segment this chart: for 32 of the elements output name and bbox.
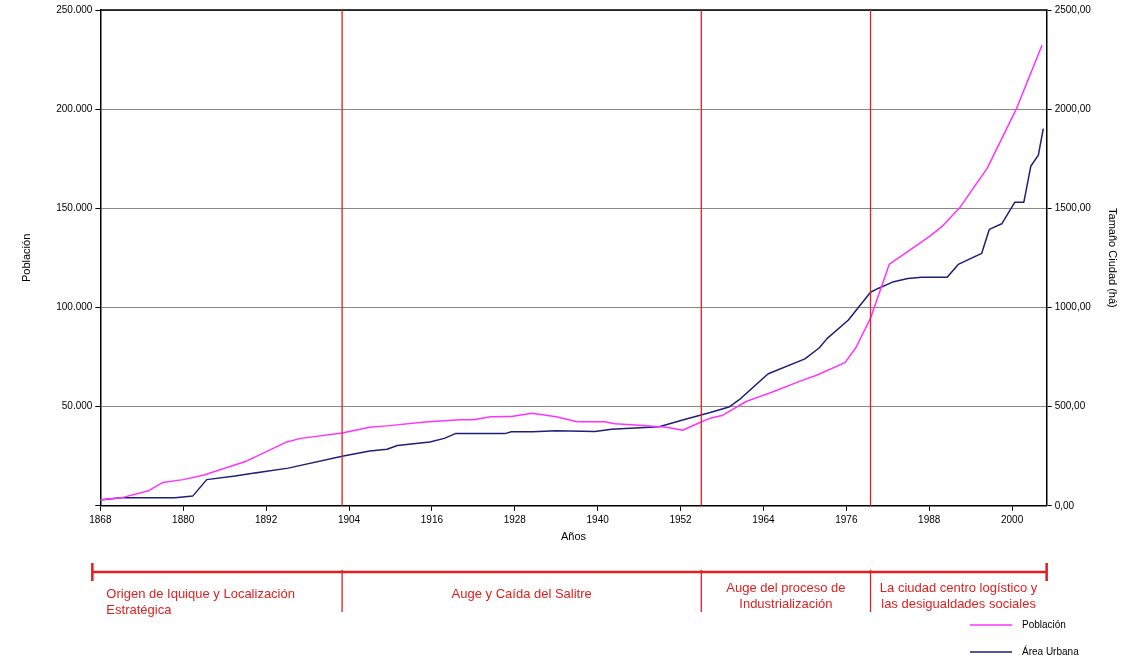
text: Auge del proceso de Industrialización bbox=[726, 580, 846, 611]
text: Origen de Iquique y Localización Estratégica bbox=[106, 586, 295, 617]
y2-tick-label: 2000,00 bbox=[1054, 102, 1092, 114]
x-tick-label: 1904 bbox=[337, 513, 361, 525]
x-tick-label: 1892 bbox=[255, 513, 278, 525]
x-tick-label: 1988 bbox=[918, 513, 941, 525]
x-tick-label: 1964 bbox=[752, 513, 776, 525]
legend-label: Área Urbana bbox=[1022, 645, 1080, 656]
text: La ciudad centro logístico y las desigualdades sociales bbox=[879, 580, 1038, 611]
y2-tick-label: 2500,00 bbox=[1054, 3, 1092, 15]
x-axis-title: Años bbox=[560, 530, 587, 543]
x-tick-label: 1880 bbox=[172, 513, 195, 525]
x-tick-label: 1868 bbox=[89, 513, 112, 525]
y-tick-label: 200.000 bbox=[56, 102, 93, 114]
y-tick-label: 250.000 bbox=[56, 3, 93, 15]
y2-tick-label: 1000,00 bbox=[1054, 301, 1092, 313]
x-tick-label: 2000 bbox=[1000, 513, 1024, 525]
y-tick-label: 150.000 bbox=[56, 202, 93, 214]
y-tick-label: 50.000 bbox=[61, 400, 93, 412]
x-tick-label: 1940 bbox=[586, 513, 610, 525]
y2-tick-label: 500,00 bbox=[1054, 400, 1086, 412]
text: Auge y Caída del Salitre bbox=[451, 586, 592, 601]
y-axis-title: Población bbox=[19, 233, 32, 283]
y-tick-label: 100.000 bbox=[56, 301, 93, 313]
x-tick-label: 1952 bbox=[669, 513, 693, 525]
y2-axis-title: Tamaño Ciudad (há) bbox=[1107, 208, 1120, 308]
y2-tick-label: 0,00 bbox=[1054, 499, 1075, 511]
legend-label: Población bbox=[1022, 619, 1066, 630]
x-tick-label: 1928 bbox=[503, 513, 527, 525]
x-tick-label: 1976 bbox=[835, 513, 858, 525]
y2-tick-label: 1500,00 bbox=[1054, 202, 1092, 214]
x-tick-label: 1916 bbox=[420, 513, 444, 525]
